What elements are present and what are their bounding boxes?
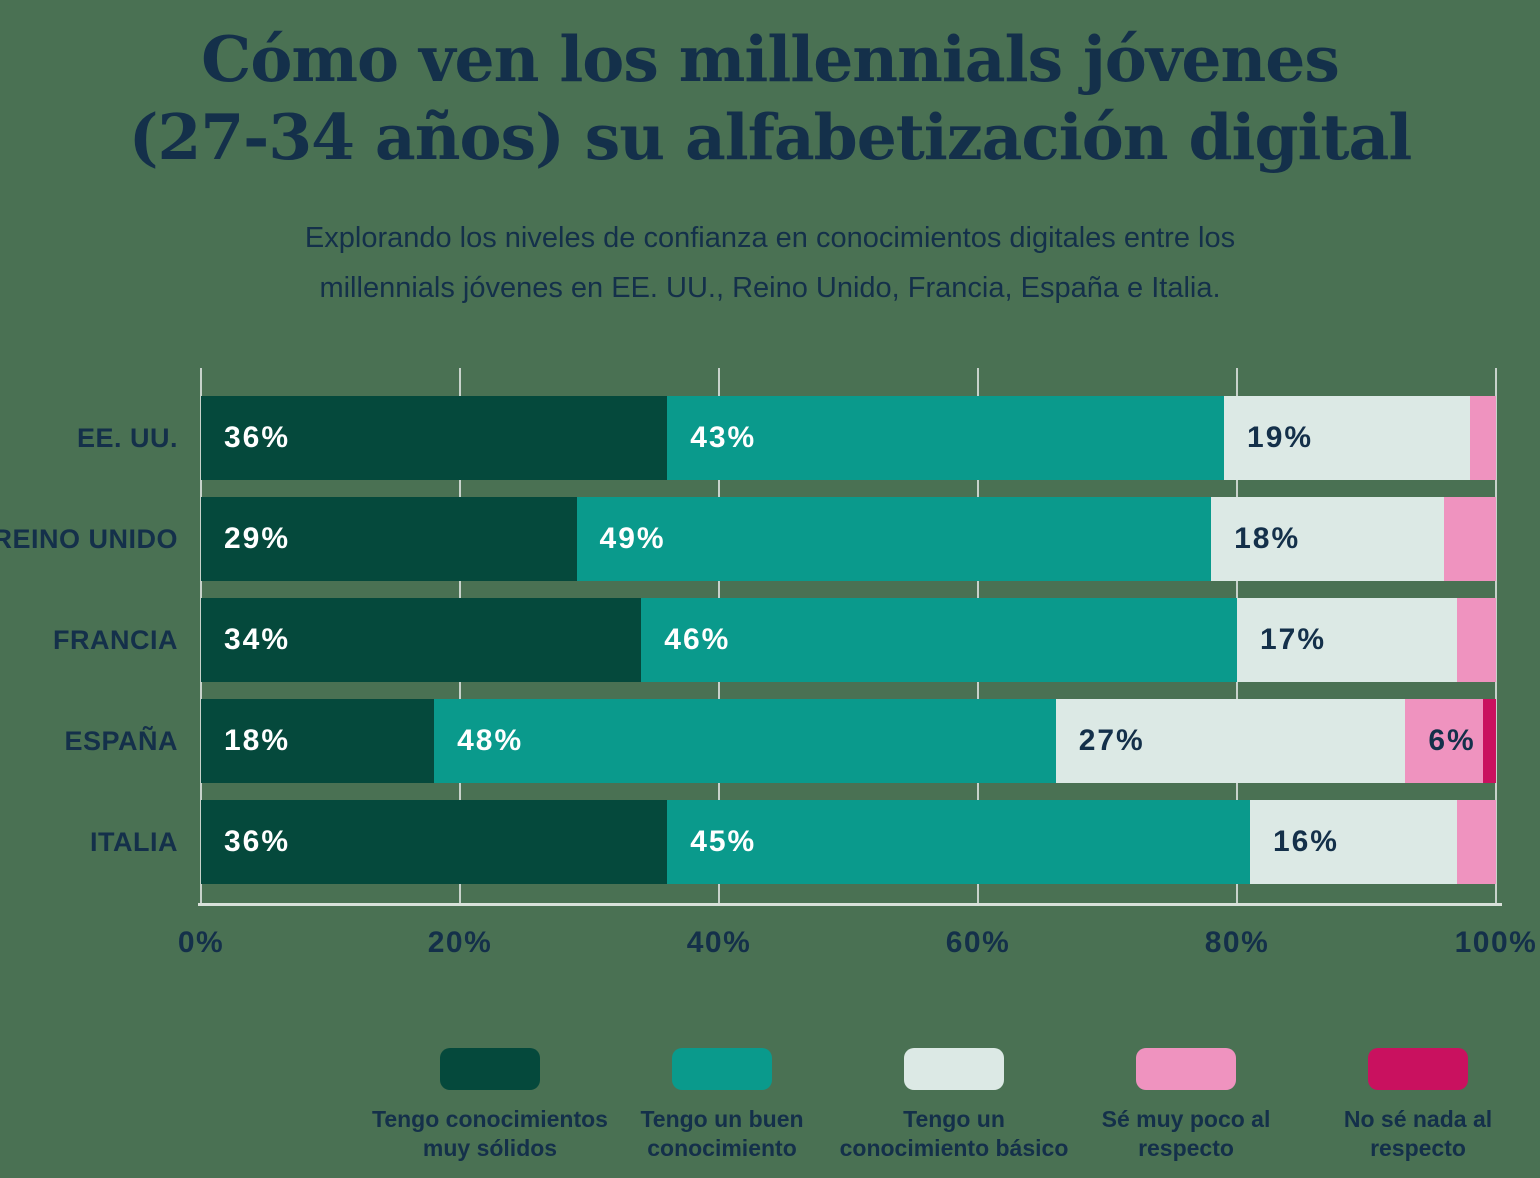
bar-row: 18% 48% 27% 6%	[201, 699, 1496, 783]
gridline-100%	[1495, 368, 1497, 903]
legend-swatch	[440, 1048, 540, 1090]
legend-item: No sé nada al respecto	[1293, 1048, 1540, 1163]
bar-segment: 16%	[1249, 800, 1458, 884]
legend-label: No sé nada al respecto	[1343, 1106, 1493, 1161]
legend-item: Tengo un conocimiento básico	[829, 1048, 1079, 1163]
category-label: FRANCIA	[53, 625, 178, 655]
bar-value-label: 18%	[224, 724, 291, 757]
bar-segment	[1457, 598, 1496, 682]
bar-value-label: 45%	[690, 825, 757, 858]
bar-value-label: 19%	[1247, 421, 1314, 454]
x-axis-tick-80%: 80%	[1204, 926, 1270, 959]
bar-row: 29% 49% 18%	[201, 497, 1496, 581]
bar-segment: 43%	[667, 396, 1225, 480]
category-label: ESPAÑA	[64, 726, 178, 756]
chart-title-line1: Cómo ven los millennials jóvenes	[201, 22, 1340, 96]
category-label: ITALIA	[90, 827, 178, 857]
chart-title: Cómo ven los millennials jóvenes (27-34 a…	[0, 20, 1540, 176]
bar-segment: 48%	[434, 699, 1056, 783]
x-axis-baseline	[198, 903, 1502, 906]
bar-segment: 18%	[1211, 497, 1445, 581]
legend-label: Tengo un buen conocimiento	[640, 1106, 804, 1161]
chart-title-line2: (27-34 años) su alfabetización digital	[128, 100, 1413, 174]
legend-label: Sé muy poco al respecto	[1101, 1106, 1271, 1161]
x-axis-tick-20%: 20%	[427, 926, 493, 959]
bar-segment: 18%	[201, 699, 435, 783]
legend-item: Tengo conocimientos muy sólidos	[365, 1048, 615, 1163]
bar-segment: 19%	[1224, 396, 1471, 480]
bar-value-label: 27%	[1078, 724, 1145, 757]
bar-value-label: 6%	[1428, 724, 1476, 757]
chart-subtitle: Explorando los niveles de confianza en c…	[0, 213, 1540, 313]
bar-value-label: 48%	[457, 724, 524, 757]
legend-swatch	[672, 1048, 772, 1090]
legend-item: Tengo un buen conocimiento	[597, 1048, 847, 1163]
bar-segment: 29%	[201, 497, 577, 581]
bar-segment	[1457, 800, 1496, 884]
bar-segment: 17%	[1236, 598, 1458, 682]
bar-value-label: 46%	[664, 623, 731, 656]
bar-value-label: 49%	[599, 522, 666, 555]
legend-swatch	[1368, 1048, 1468, 1090]
bar-value-label: 34%	[224, 623, 291, 656]
bar-segment: 36%	[201, 800, 668, 884]
bar-value-label: 36%	[224, 825, 291, 858]
bar-segment	[1483, 699, 1496, 783]
chart-subtitle-line2: millennials jóvenes en EE. UU., Reino Un…	[319, 272, 1221, 304]
x-axis-tick-100%: 100%	[1454, 926, 1538, 959]
bar-row: 36% 43% 19%	[201, 396, 1496, 480]
bar-value-label: 17%	[1259, 623, 1327, 656]
bar-segment: 27%	[1055, 699, 1406, 783]
bar-value-label: 29%	[224, 522, 291, 555]
bar-value-label: 36%	[224, 421, 291, 454]
category-label: EE. UU.	[76, 423, 178, 453]
x-axis-tick-0%: 0%	[177, 926, 225, 959]
legend-swatch	[1136, 1048, 1236, 1090]
bar-segment: 36%	[201, 396, 668, 480]
legend-label: Tengo conocimientos muy sólidos	[372, 1106, 608, 1161]
bar-segment: 34%	[201, 598, 642, 682]
legend-label: Tengo un conocimiento básico	[839, 1106, 1069, 1161]
bar-value-label: 18%	[1234, 522, 1301, 555]
bar-segment: 6%	[1405, 699, 1484, 783]
bar-segment: 46%	[641, 598, 1237, 682]
bar-segment: 45%	[667, 800, 1250, 884]
bar-segment	[1470, 396, 1496, 480]
x-axis-tick-60%: 60%	[945, 926, 1011, 959]
bar-segment: 49%	[576, 497, 1212, 581]
bar-row: 34% 46% 17%	[201, 598, 1496, 682]
bar-row: 36% 45% 16%	[201, 800, 1496, 884]
bar-value-label: 43%	[690, 421, 757, 454]
legend-item: Sé muy poco al respecto	[1061, 1048, 1311, 1163]
legend-swatch	[904, 1048, 1004, 1090]
x-axis-tick-40%: 40%	[686, 926, 752, 959]
category-label: REINO UNIDO	[0, 524, 178, 554]
bar-value-label: 16%	[1272, 825, 1339, 858]
bar-segment	[1444, 497, 1496, 581]
chart-subtitle-line1: Explorando los niveles de confianza en c…	[304, 222, 1236, 254]
